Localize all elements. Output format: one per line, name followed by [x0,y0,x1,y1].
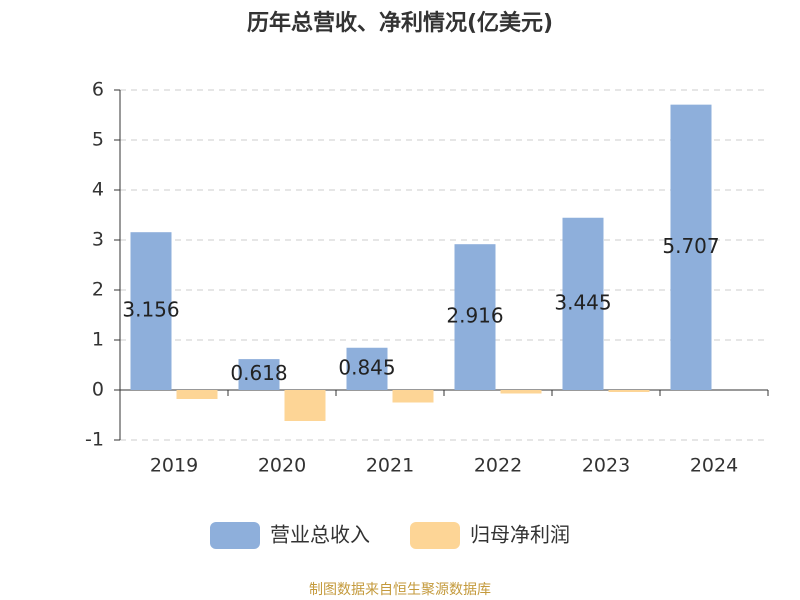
bar [670,104,712,391]
y-tick-label: -1 [85,429,104,451]
y-tick-label: 4 [92,179,104,201]
y-tick-label: 5 [92,129,104,151]
chart-title: 历年总营收、净利情况(亿美元) [247,10,553,36]
bar [500,390,542,394]
bar [130,232,172,390]
y-tick-label: 0 [92,379,104,401]
bar [238,359,280,390]
bar [346,347,388,390]
x-tick-label: 2019 [150,455,198,477]
data-label: 5.707 [662,234,719,258]
y-tick-label: 1 [92,329,104,351]
y-tick-label: 2 [92,279,104,301]
legend-swatch [410,522,460,549]
x-tick-label: 2021 [366,455,414,477]
data-label: 0.845 [338,355,395,379]
x-tick-label: 2020 [258,455,306,477]
bar [608,390,650,392]
x-tick-label: 2024 [690,455,738,477]
data-label: 3.445 [554,290,611,314]
bar [562,217,604,390]
y-tick-label: 3 [92,229,104,251]
data-label: 0.618 [230,361,287,385]
y-tick-label: 6 [92,79,104,101]
data-label: 3.156 [122,298,179,322]
source-note: 制图数据来自恒生聚源数据库 [309,582,491,598]
legend-swatch [210,522,260,549]
bar [284,390,326,421]
x-tick-label: 2022 [474,455,522,477]
data-label: 2.916 [446,304,503,328]
legend-label: 营业总收入 [270,523,370,547]
bar [454,244,496,390]
legend-label: 归母净利润 [470,523,570,547]
bar [392,390,434,403]
bar [176,390,218,399]
x-tick-label: 2023 [582,455,630,477]
